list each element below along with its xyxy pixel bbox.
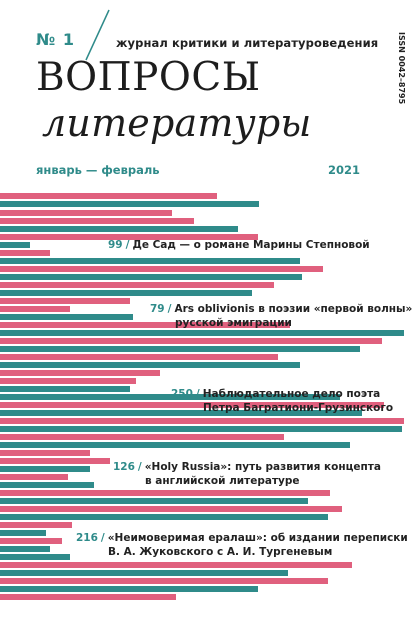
teal-stripe (0, 586, 258, 592)
teal-stripe (0, 394, 340, 400)
teal-stripe (0, 362, 300, 368)
teal-stripe (0, 530, 46, 536)
issue-months: январь — февраль (36, 163, 160, 177)
article-page-number: 126 (113, 461, 135, 473)
article-page-number: 250 (171, 388, 193, 400)
article-entry: 126/«Holy Russia»: путь развития концепт… (113, 460, 381, 488)
article-separator: / (195, 388, 200, 400)
pink-stripe (0, 522, 72, 528)
pink-stripe (0, 298, 130, 304)
teal-stripe (0, 274, 302, 280)
teal-stripe (0, 514, 328, 520)
teal-stripe (0, 201, 259, 207)
pink-stripe (0, 578, 328, 584)
article-separator: / (125, 239, 130, 251)
pink-stripe (0, 594, 176, 600)
article-title: Де Сад — о романе Марины Степновой (132, 239, 370, 251)
teal-stripe (0, 290, 252, 296)
teal-stripe (0, 498, 308, 504)
article-title: Наблюдательное дело поэта (202, 388, 381, 400)
article-separator: / (137, 461, 142, 473)
article-entry: 99/Де Сад — о романе Марины Степновой (108, 238, 370, 252)
teal-stripe (0, 242, 30, 248)
pink-stripe (0, 218, 194, 224)
teal-stripe (0, 346, 360, 352)
teal-stripe (0, 482, 94, 488)
article-entry: 250/Наблюдательное дело поэта Петра Багр… (171, 387, 393, 415)
article-title: «Неимоверимая ералаш»: об издании перепи… (107, 532, 408, 544)
teal-stripe (0, 426, 402, 432)
issue-number: № 1 (36, 30, 75, 49)
pink-stripe (0, 402, 384, 408)
teal-stripe (0, 442, 350, 448)
teal-stripe (0, 386, 130, 392)
teal-stripe (0, 546, 50, 552)
pink-stripe (0, 250, 50, 256)
teal-stripe (0, 410, 362, 416)
pink-stripe (0, 282, 274, 288)
article-title-continuation: В. А. Жуковского с А. И. Тургеневым (108, 546, 333, 558)
pink-stripe (0, 506, 342, 512)
teal-stripe (0, 258, 300, 264)
pink-stripe (0, 266, 323, 272)
article-title-continuation: Петра Багратиони-Грузинского (203, 402, 394, 414)
journal-tagline: журнал критики и литературоведения (116, 36, 379, 50)
pink-stripe (0, 306, 70, 312)
pink-stripe (0, 418, 404, 424)
article-title: «Holy Russia»: путь развития концепта (144, 461, 381, 473)
article-page-number: 79 (150, 303, 165, 315)
pink-stripe (0, 322, 290, 328)
issn-number: ISSN 0042–8795 (397, 32, 406, 105)
teal-stripe (0, 554, 70, 560)
article-title: Ars oblivionis в поэзии «первой волны» (174, 303, 413, 315)
pink-stripe (0, 210, 172, 216)
teal-stripe (0, 314, 133, 320)
article-title-continuation: в английской литературе (145, 475, 300, 487)
article-title-continuation: русской эмиграции (175, 317, 292, 329)
pink-stripe (0, 354, 278, 360)
issue-year: 2021 (328, 163, 361, 177)
pink-stripe (0, 474, 68, 480)
pink-stripe (0, 450, 90, 456)
teal-stripe (0, 466, 90, 472)
article-separator: / (167, 303, 172, 315)
pink-stripe (0, 538, 62, 544)
article-entry: 79/Ars oblivionis в поэзии «первой волны… (150, 302, 412, 330)
pink-stripe (0, 562, 352, 568)
pink-stripe (0, 234, 258, 240)
pink-stripe (0, 193, 217, 199)
pink-stripe (0, 370, 160, 376)
pink-stripe (0, 434, 284, 440)
pink-stripe (0, 378, 136, 384)
teal-stripe (0, 226, 238, 232)
article-separator: / (100, 532, 105, 544)
pink-stripe (0, 338, 382, 344)
journal-title-line-1: ВОПРОСЫ (36, 55, 261, 100)
article-page-number: 99 (108, 239, 123, 251)
article-page-number: 216 (76, 532, 98, 544)
journal-title-line-2: литературы (42, 101, 312, 145)
article-entry: 216/«Неимоверимая ералаш»: об издании пе… (76, 531, 408, 559)
pink-stripe (0, 490, 330, 496)
teal-stripe (0, 570, 288, 576)
teal-stripe (0, 330, 404, 336)
pink-stripe (0, 458, 110, 464)
